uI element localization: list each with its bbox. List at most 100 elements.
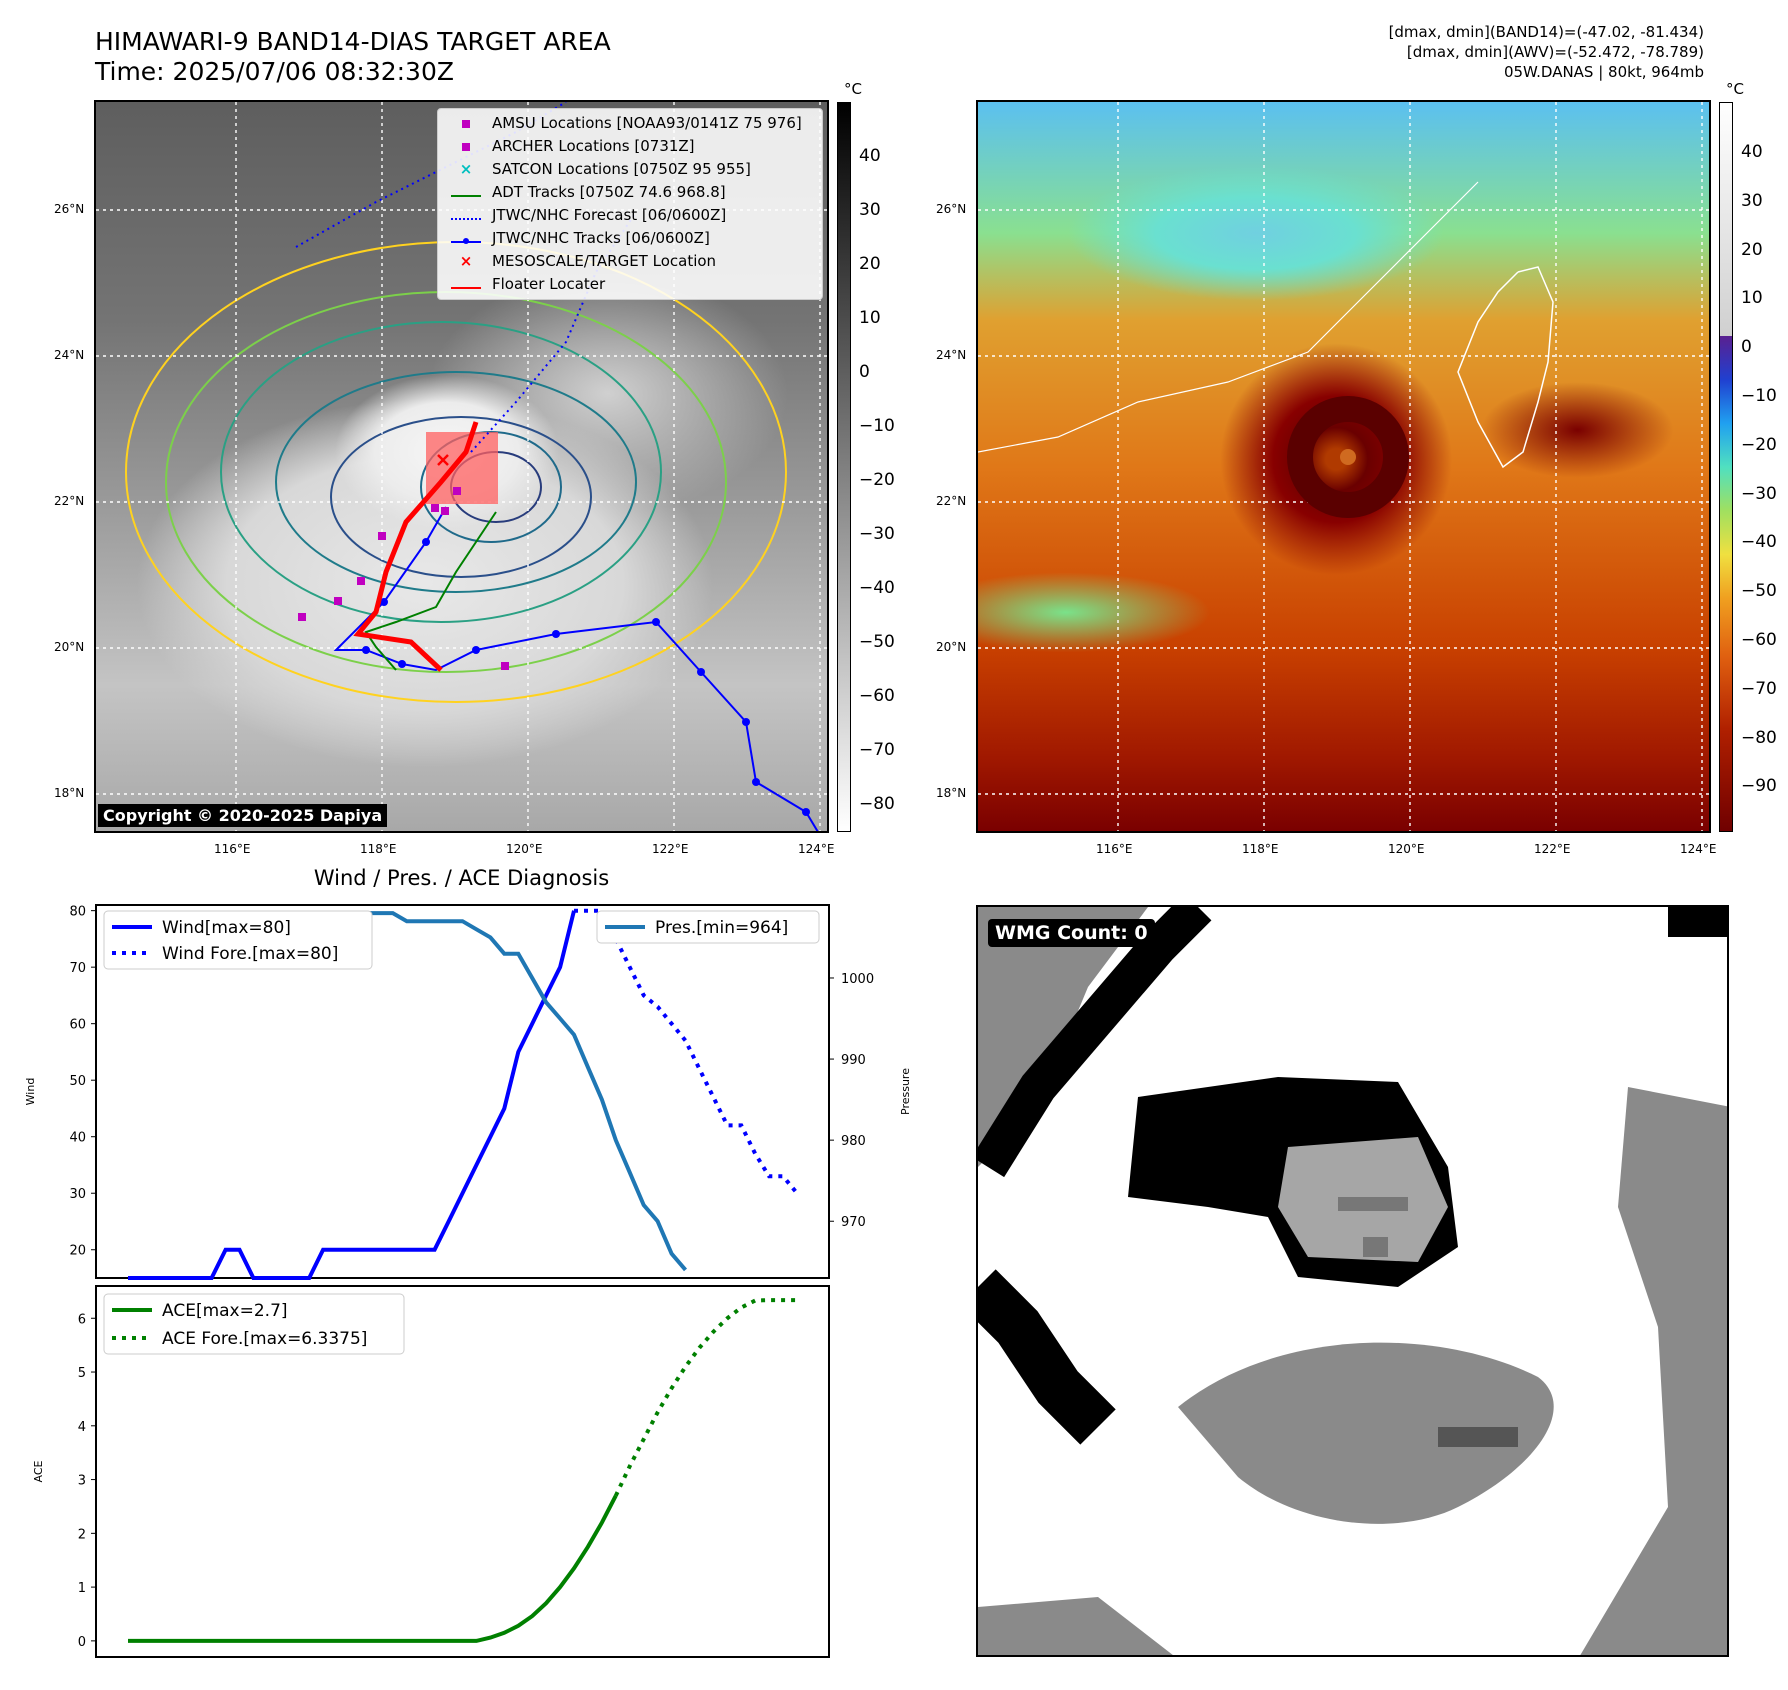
ace-ytick-label: 6 — [78, 1312, 86, 1327]
awv-colorbar-tick-label: −10 — [1741, 386, 1777, 406]
wind-forecast-legend-label: Wind Fore.[max=80] — [162, 944, 338, 964]
ace-legend-label: ACE[max=2.7] — [162, 1301, 288, 1321]
legend-x-icon: × — [459, 159, 473, 178]
ir-colorbar-tick-label: −10 — [859, 416, 895, 436]
pressure-ytick-label: 1000 — [841, 972, 874, 987]
legend-item-adt: ADT Tracks [0750Z 74.6 968.8] — [448, 180, 726, 202]
awv-lon-124: 124°E — [1680, 842, 1717, 856]
wind-ytick-label: 70 — [69, 961, 86, 976]
legend-square-icon — [448, 135, 484, 157]
legend-line-icon — [448, 181, 484, 203]
ir-colorbar-tick-label: 40 — [859, 146, 881, 166]
awv-colorbar-tick-label: −80 — [1741, 727, 1777, 748]
wind-ytick-label: 50 — [69, 1074, 86, 1089]
wmg-black-band — [978, 907, 1212, 1178]
awv-lon-116: 116°E — [1096, 842, 1133, 856]
pressure-ytick-label: 970 — [841, 1215, 866, 1230]
legend-item-mesoscale: × MESOSCALE/TARGET Location — [448, 249, 716, 271]
copyright-badge: Copyright © 2020-2025 Dapiya — [98, 804, 388, 827]
awv-colorbar-tick-label: 20 — [1741, 239, 1763, 260]
ir-lon-122: 122°E — [652, 842, 689, 856]
ir-lat-18: 18°N — [54, 786, 85, 800]
ace-plot-frame — [95, 1285, 830, 1658]
jtwc-track-points — [362, 538, 810, 816]
awv-lat-18: 18°N — [936, 786, 967, 800]
ace-ytick-label: 4 — [78, 1420, 86, 1435]
storm-info: 05W.DANAS | 80kt, 964mb — [1503, 63, 1704, 81]
legend-item-jtwc-forecast: JTWC/NHC Forecast [06/0600Z] — [448, 203, 726, 225]
awv-lon-122: 122°E — [1534, 842, 1571, 856]
eyewall — [1287, 396, 1409, 518]
ace-chart: 0 1 2 3 4 5 6 ACE ACE[max=2.7] ACE Fore.[max=6.33… — [32, 1285, 830, 1658]
ir-gridlines — [96, 102, 827, 831]
ir-lat-24: 24°N — [54, 348, 85, 362]
amsu-archer-points — [298, 487, 509, 670]
mesoscale-target-marker — [437, 454, 449, 466]
ace-ytick-label: 2 — [78, 1527, 86, 1542]
legend-item-jtwc-tracks: JTWC/NHC Tracks [06/0600Z] — [448, 226, 710, 248]
legend-dotted-icon — [448, 204, 484, 226]
wind-legend-label: Wind[max=80] — [162, 918, 291, 938]
target-area-box — [426, 432, 498, 504]
awv-lon-118: 118°E — [1242, 842, 1279, 856]
ir-colorbar-tick-label: −40 — [859, 578, 895, 598]
legend-item-floater: Floater Locater — [448, 272, 605, 294]
awv-satellite-map — [976, 100, 1711, 833]
ir-lat-26: 26°N — [54, 202, 85, 216]
ir-lon-118: 118°E — [360, 842, 397, 856]
wind-ytick-label: 20 — [69, 1244, 86, 1259]
ir-colorbar-tick-label: 30 — [859, 200, 881, 220]
wmg-count-badge: WMG Count: 0 — [988, 919, 1155, 947]
awv-colorbar-tick-label: 40 — [1741, 142, 1763, 162]
legend-item-amsu: AMSU Locations [NOAA93/0141Z 75 976] — [448, 111, 802, 133]
adt-track — [364, 511, 497, 671]
ace-ytick-label: 3 — [78, 1474, 86, 1489]
ace-forecast-legend-label: ACE Fore.[max=6.3375] — [162, 1329, 367, 1349]
figure-title: HIMAWARI-9 BAND14-DIAS TARGET AREA — [95, 27, 611, 56]
pressure-axis-label: Pressure — [899, 1068, 912, 1115]
awv-colorbar-tick-label: 0 — [1741, 337, 1752, 358]
legend-item-satcon: × SATCON Locations [0750Z 95 955] — [448, 157, 751, 179]
jtwc-forecast-track — [470, 211, 637, 453]
wind-ytick-label: 40 — [69, 1131, 86, 1146]
band14-range-stat: [dmax, dmin](BAND14)=(-47.02, -81.434) — [1388, 23, 1704, 41]
wind-axis-label: Wind — [24, 1078, 37, 1106]
taiwan-coastline — [1457, 266, 1554, 469]
pressure-ytick-label: 990 — [841, 1053, 866, 1068]
ir-colorbar-tick-label: 10 — [859, 308, 881, 328]
figure-timestamp: Time: 2025/07/06 08:32:30Z — [95, 57, 454, 86]
awv-colorbar-tick-label: 10 — [1741, 288, 1763, 309]
awv-colorbar-tick-label: −70 — [1741, 678, 1777, 699]
pressure-ytick-label: 980 — [841, 1134, 866, 1149]
wind-plot-frame — [95, 904, 830, 1279]
wmg-eye-cell — [1363, 1237, 1388, 1257]
awv-colorbar — [1719, 102, 1733, 832]
wind-ytick-label: 30 — [69, 1187, 86, 1202]
awv-gridlines — [978, 102, 1709, 831]
awv-colorbar-tick-label: −50 — [1741, 581, 1777, 602]
ir-legend: AMSU Locations [NOAA93/0141Z 75 976] ARC… — [437, 108, 823, 300]
ir-colorbar-tick-label: −60 — [859, 686, 895, 706]
legend-line-icon — [448, 273, 484, 295]
ace-ytick-label: 1 — [78, 1581, 86, 1596]
legend-x-icon: × — [459, 251, 473, 270]
ir-colorbar-tick-label: −20 — [859, 470, 895, 490]
awv-lat-22: 22°N — [936, 494, 967, 508]
pressure-legend-box — [596, 910, 820, 944]
wmg-gray-region — [978, 1597, 1173, 1655]
awv-colorbar-unit: °C — [1726, 80, 1744, 98]
pressure-legend-label: Pres.[min=964] — [655, 918, 788, 938]
wmg-lower-band — [1178, 1342, 1554, 1524]
wind-ytick-label: 80 — [69, 905, 86, 920]
legend-line-dot-icon — [448, 227, 484, 249]
wmg-dark-cell — [1438, 1427, 1518, 1447]
ace-forecast-line — [613, 1298, 797, 1497]
ir-colorbar-tick-label: −70 — [859, 740, 895, 760]
wmg-black-band — [978, 1269, 1116, 1445]
ir-lon-116: 116°E — [214, 842, 251, 856]
wind-line — [128, 910, 576, 1280]
typhoon-eye — [1340, 449, 1356, 465]
wind-pressure-chart: 20 30 40 50 60 70 80 970 980 990 1000 Wind Pressure W… — [24, 904, 912, 1280]
ir-colorbar-unit: °C — [844, 80, 862, 98]
ir-colorbar — [837, 102, 851, 832]
